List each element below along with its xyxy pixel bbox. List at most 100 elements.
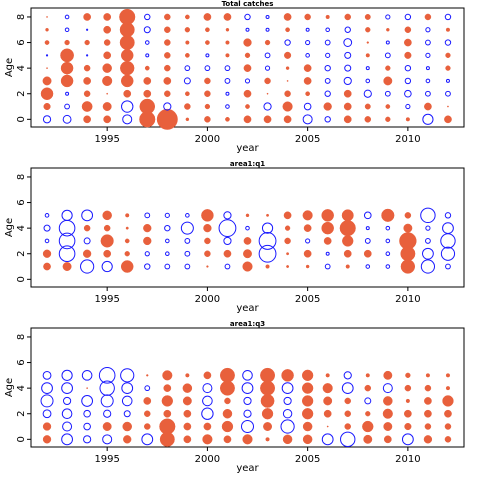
bubble-negative: [280, 419, 295, 434]
bubble-negative: [81, 370, 93, 381]
bubble-negative: [184, 65, 191, 72]
bubble-positive: [120, 60, 135, 76]
bubble-positive: [164, 26, 171, 34]
bubble-positive: [339, 220, 356, 237]
bubble-positive: [44, 40, 50, 45]
bubble-positive: [225, 28, 230, 32]
bubble-negative: [425, 52, 431, 58]
bubble-positive: [304, 13, 311, 21]
bubbles: [40, 8, 452, 130]
bubble-positive: [264, 77, 271, 85]
bubble-positive: [161, 395, 173, 407]
bubble-positive: [220, 367, 235, 383]
bubble-positive: [143, 397, 152, 405]
plot-frame: [30, 327, 465, 448]
bubble-positive: [146, 374, 149, 377]
bubble-positive: [263, 422, 272, 431]
bubble-negative: [363, 211, 372, 220]
bubble-negative: [145, 53, 150, 58]
bubble-positive: [381, 208, 395, 222]
bubble-positive: [60, 48, 74, 63]
bubble-positive: [424, 423, 432, 430]
bubble-negative: [141, 433, 154, 446]
bubble-positive: [302, 421, 313, 432]
bubble-positive: [100, 234, 114, 248]
bubble-positive: [204, 77, 211, 85]
bubble-negative: [224, 78, 231, 84]
bubble-positive: [60, 61, 74, 75]
bubble-positive: [163, 409, 172, 418]
bubble-positive: [103, 25, 112, 34]
bubble-positive: [343, 115, 352, 124]
plot-frame: [30, 167, 465, 288]
bubble-positive: [383, 370, 393, 380]
bubble-negative: [365, 66, 370, 71]
bubble-positive: [404, 422, 412, 431]
bubble-positive: [42, 249, 52, 258]
bubble-positive: [103, 39, 111, 46]
bubble-negative: [263, 102, 272, 111]
bubble-positive: [206, 265, 209, 268]
bubble-positive: [204, 116, 211, 123]
bubble-negative: [224, 65, 231, 72]
bubble-negative: [385, 264, 391, 269]
bubble-positive: [424, 13, 432, 21]
bubble-positive: [363, 434, 373, 444]
bubble-negative: [425, 78, 431, 84]
bubble-positive: [223, 13, 232, 21]
bubble-positive: [303, 224, 312, 232]
bubble-positive: [301, 382, 314, 394]
bubble-positive: [83, 64, 91, 72]
bubble-positive: [42, 422, 52, 431]
bubble-negative: [164, 212, 170, 218]
bubble-positive: [344, 13, 351, 21]
bubble-negative: [62, 421, 73, 432]
bubble-negative: [305, 39, 311, 46]
bubble-negative: [305, 238, 311, 244]
bubble-positive: [286, 265, 290, 268]
bubble-positive: [282, 434, 293, 445]
bubble-positive: [364, 103, 371, 110]
bubble-negative: [144, 13, 151, 21]
y-tick-label: 2: [16, 91, 27, 97]
bubble-positive: [103, 115, 112, 124]
bubble-negative: [121, 100, 134, 113]
bubble-positive: [83, 77, 91, 85]
bubble-negative: [321, 433, 334, 446]
y-tick-label: 0: [16, 276, 27, 282]
x-tick-label: 2005: [295, 454, 320, 465]
bubble-positive: [424, 384, 432, 392]
bubble-positive: [364, 116, 372, 123]
bubble-negative: [444, 39, 452, 46]
bubble-positive: [123, 89, 132, 98]
bubble-negative: [445, 263, 451, 270]
bubble-positive: [225, 40, 230, 45]
bubble-negative: [344, 64, 352, 72]
bubble-positive: [404, 212, 412, 219]
bubble-positive: [323, 102, 332, 111]
bubble-negative: [245, 225, 250, 231]
bubble-positive: [364, 14, 371, 20]
bubble-positive: [305, 264, 310, 269]
y-tick-label: 6: [16, 199, 27, 205]
bubble-positive: [164, 90, 171, 97]
bubble-positive: [343, 89, 352, 98]
bubble-negative: [98, 367, 116, 384]
bubble-negative: [324, 39, 331, 46]
bubble-positive: [243, 237, 252, 245]
bubble-positive: [203, 422, 212, 431]
bubble-negative: [103, 409, 112, 418]
bubble-negative: [144, 212, 151, 219]
bubble-negative: [224, 263, 231, 270]
bubble-positive: [260, 380, 275, 396]
bubble-positive: [444, 115, 452, 124]
bubble-negative: [180, 221, 194, 235]
bubble-positive: [342, 235, 354, 247]
bubble-negative: [404, 13, 412, 21]
bubble-positive: [102, 63, 112, 73]
bubble-negative: [343, 38, 353, 47]
bubble-positive: [383, 76, 393, 86]
bubble-positive: [106, 92, 109, 95]
bubble-positive: [283, 115, 292, 124]
bubble-positive: [344, 410, 351, 417]
